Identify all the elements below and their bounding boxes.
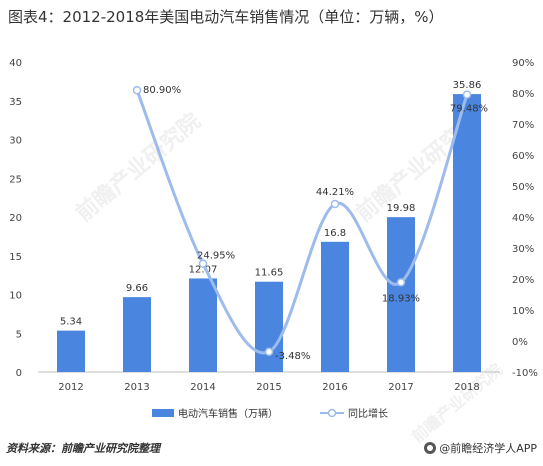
bar-value-label: 19.98 [387, 203, 416, 214]
y-right-tick-label: 50% [512, 182, 534, 193]
x-tick-label: 2017 [388, 382, 413, 393]
y-right-tick-label: 90% [512, 58, 534, 69]
growth-marker [462, 90, 472, 99]
y-right-tick-label: -10% [512, 368, 538, 379]
y-left-tick-label: 20 [9, 213, 22, 224]
growth-value-label: 18.93% [382, 293, 420, 304]
growth-line [135, 89, 469, 355]
y-right-tick-label: 70% [512, 120, 534, 131]
y-right-tick-label: 30% [512, 244, 534, 255]
brand-credit: @前瞻经济学人APP [424, 440, 537, 456]
legend-bar-label: 电动汽车销售（万辆） [178, 407, 278, 420]
bar-value-label: 11.65 [255, 268, 284, 279]
chart-title: 图表4：2012-2018年美国电动汽车销售情况（单位：万辆，%） [8, 8, 444, 26]
source-note: 资料来源：前瞻产业研究院整理 [6, 442, 160, 455]
bar [453, 94, 481, 373]
y-left-tick-label: 10 [9, 291, 22, 302]
y-right-tick-label: 10% [512, 306, 534, 317]
y-left-tick-label: 15 [9, 252, 22, 263]
y-left-tick-label: 25 [9, 174, 22, 185]
y-right-tick-label: 40% [512, 213, 534, 224]
growth-marker [330, 199, 340, 209]
x-tick-label: 2015 [256, 382, 281, 393]
y-left-tick-label: 30 [9, 136, 22, 147]
y-left-tick-label: 35 [9, 97, 22, 108]
x-tick-label: 2014 [190, 382, 215, 393]
y-left-tick-label: 5 [16, 329, 22, 340]
bar [321, 241, 349, 372]
growth-marker [396, 278, 406, 287]
growth-value-label: 44.21% [316, 187, 354, 198]
y-right-tick-label: 60% [512, 151, 534, 162]
x-tick-label: 2012 [58, 382, 83, 393]
legend-line-label: 同比增长 [348, 407, 388, 420]
growth-marker [132, 85, 142, 95]
legend-line-marker [327, 408, 337, 418]
x-tick-label: 2013 [124, 382, 149, 393]
x-tick-label: 2016 [322, 382, 347, 393]
growth-value-label: 79.48% [450, 104, 488, 115]
bar-value-label: 12.07 [189, 264, 218, 275]
bar [387, 217, 415, 372]
bar-value-label: 35.86 [453, 80, 482, 91]
bar-value-label: 16.8 [324, 228, 346, 239]
bar-value-label: 9.66 [126, 283, 148, 294]
bar [255, 281, 283, 372]
y-right-tick-label: 20% [512, 275, 534, 286]
y-left-tick-label: 0 [16, 368, 22, 379]
growth-value-label: 80.90% [143, 85, 181, 96]
growth-marker [264, 347, 274, 357]
bar-value-label: 5.34 [60, 317, 82, 328]
y-right-tick-label: 80% [512, 89, 534, 100]
y-left-tick-label: 40 [9, 58, 22, 69]
growth-marker [198, 259, 208, 268]
growth-value-label: -3.48% [275, 351, 310, 362]
brand-text: @前瞻经济学人APP [439, 442, 537, 455]
bar [57, 330, 85, 372]
x-tick-label: 2018 [454, 382, 479, 393]
legend-bar-swatch [152, 409, 174, 417]
bar [123, 297, 151, 372]
y-right-tick-label: 0% [512, 337, 528, 348]
growth-value-label: 24.95% [197, 251, 235, 262]
brand-logo-icon [424, 442, 437, 454]
bar [189, 278, 217, 372]
